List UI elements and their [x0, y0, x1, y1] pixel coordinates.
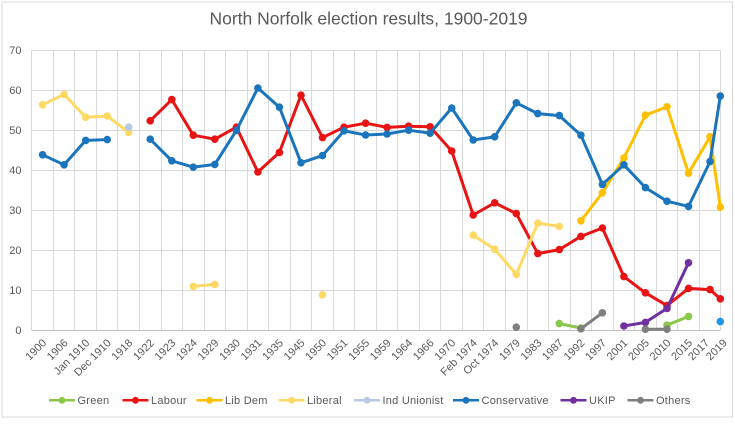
svg-text:Conservative: Conservative: [482, 395, 549, 407]
svg-text:20: 20: [9, 245, 21, 257]
svg-text:30: 30: [9, 205, 21, 217]
svg-text:UKIP: UKIP: [589, 395, 616, 407]
svg-text:0: 0: [15, 325, 21, 337]
svg-text:60: 60: [9, 85, 21, 97]
svg-text:70: 70: [9, 45, 21, 57]
svg-text:Others: Others: [656, 395, 691, 407]
svg-text:50: 50: [9, 125, 21, 137]
svg-text:Lib Dem: Lib Dem: [225, 395, 268, 407]
svg-text:Ind Unionist: Ind Unionist: [383, 395, 444, 407]
svg-text:40: 40: [9, 165, 21, 177]
svg-text:North Norfolk election results: North Norfolk election results, 1900-201…: [209, 9, 527, 29]
svg-text:Labour: Labour: [151, 395, 187, 407]
svg-text:10: 10: [9, 285, 21, 297]
svg-text:Green: Green: [78, 395, 110, 407]
svg-text:Liberal: Liberal: [307, 395, 342, 407]
